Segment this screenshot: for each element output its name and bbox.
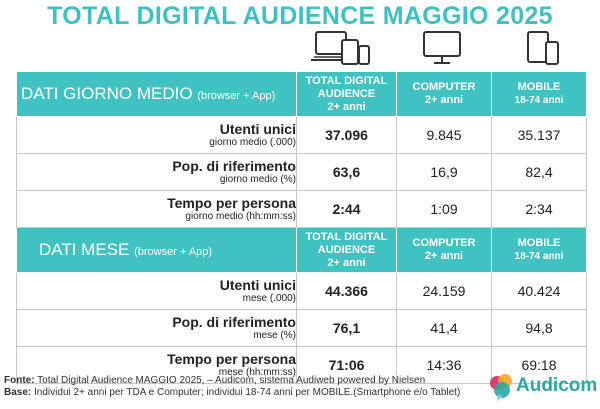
footer-notes: Fonte: Total Digital Audience MAGGIO 202… — [4, 375, 460, 399]
column-header-total: TOTAL DIGITAL AUDIENCE 2+ anni — [296, 227, 397, 273]
column-header-line: 2+ anni — [327, 256, 366, 269]
page-title: TOTAL DIGITAL AUDIENCE MAGGIO 2025 — [47, 2, 553, 30]
column-header-line: 18-74 anni — [514, 95, 564, 106]
value-cell: 16,9 — [396, 153, 492, 191]
row-label-sub: giorno medio (hh:mm:ss) — [185, 211, 296, 222]
row-label-sub: mese (%) — [253, 330, 296, 341]
table-row: Pop. di riferimento mese (%) 76,1 41,4 9… — [16, 309, 587, 347]
row-label: Utenti unici mese (.000) — [16, 272, 297, 310]
audicom-logo: Audicom — [489, 372, 599, 402]
table-row: Utenti unici mese (.000) 44.366 24.159 4… — [16, 272, 587, 310]
value-cell: 71:06 — [296, 346, 397, 384]
value-cell: 1:09 — [396, 190, 492, 228]
value-cell: 94,8 — [491, 309, 587, 347]
column-header-line: COMPUTER — [412, 237, 476, 249]
section-title: DATI GIORNO MEDIO — [21, 84, 193, 103]
row-label-main: Utenti unici — [219, 121, 296, 137]
table-row: Tempo per persona mese (hh:mm:ss) 71:06 … — [16, 346, 587, 384]
section-header-mese: DATI MESE (browser + App) TOTAL DIGITAL … — [16, 227, 587, 273]
mobile-icon — [527, 31, 559, 65]
column-header-line: 2+ anni — [424, 250, 464, 262]
table-row: Utenti unici giorno medio (.000) 37.096 … — [16, 116, 587, 154]
row-label-main: Pop. di riferimento — [172, 158, 296, 174]
section-note: (browser + App) — [134, 246, 213, 258]
section-header-giorno: DATI GIORNO MEDIO (browser + App) TOTAL … — [16, 71, 587, 117]
column-header-line: 18-74 anni — [514, 251, 564, 262]
column-header-line: MOBILE — [517, 237, 561, 249]
value-cell: 35.137 — [491, 116, 587, 154]
value-cell: 40.424 — [491, 272, 587, 310]
row-label-sub: mese (.000) — [242, 293, 296, 304]
table-row: Tempo per persona giorno medio (hh:mm:ss… — [16, 190, 587, 228]
value-cell: 82,4 — [491, 153, 587, 191]
footer-fonte-label: Fonte: — [4, 375, 35, 386]
value-cell: 44.366 — [296, 272, 397, 310]
audicom-logo-text: Audicom — [516, 375, 598, 396]
column-header-line: MOBILE — [517, 81, 561, 93]
row-label-sub: giorno medio (%) — [219, 174, 296, 185]
value-cell: 37.096 — [296, 116, 397, 154]
column-header-line: AUDIENCE — [317, 87, 376, 100]
row-label-sub: mese (hh:mm:ss) — [218, 367, 296, 378]
footer-base-text: Individui 2+ anni per TDA e Computer; in… — [34, 387, 461, 398]
computer-icon — [423, 31, 461, 64]
row-label-main: Pop. di riferimento — [172, 314, 296, 330]
row-label: Tempo per persona mese (hh:mm:ss) — [16, 346, 297, 384]
column-header-line: COMPUTER — [412, 81, 476, 93]
value-cell: 2:44 — [296, 190, 397, 228]
device-icons — [0, 30, 600, 70]
row-label: Pop. di riferimento mese (%) — [16, 309, 297, 347]
audicom-logo-icon — [490, 374, 512, 401]
value-cell: 14:36 — [396, 346, 492, 384]
column-header-line: 2+ anni — [327, 100, 366, 113]
value-cell: 76,1 — [296, 309, 397, 347]
column-header-line: TOTAL DIGITAL — [305, 74, 388, 87]
column-header-mobile: MOBILE 18-74 anni — [491, 227, 587, 273]
section-note: (browser + App) — [197, 90, 276, 102]
column-header-computer: COMPUTER 2+ anni — [396, 227, 492, 273]
section-title-cell: DATI GIORNO MEDIO (browser + App) — [16, 71, 297, 117]
column-header-line: AUDIENCE — [317, 243, 376, 256]
footer-base-label: Base: — [4, 387, 32, 398]
multi-device-icon — [311, 31, 370, 65]
section-title-cell: DATI MESE (browser + App) — [16, 227, 297, 273]
column-header-mobile: MOBILE 18-74 anni — [491, 71, 587, 117]
row-label: Utenti unici giorno medio (.000) — [16, 116, 297, 154]
footer-base: Base: Individui 2+ anni per TDA e Comput… — [4, 387, 460, 399]
section-title: DATI MESE — [39, 240, 130, 259]
column-header-line: 2+ anni — [424, 94, 464, 106]
audience-table: DATI GIORNO MEDIO (browser + App) TOTAL … — [16, 71, 587, 384]
row-label-sub: giorno medio (.000) — [209, 137, 296, 148]
column-header-line: TOTAL DIGITAL — [305, 230, 388, 243]
row-label-main: Tempo per persona — [167, 195, 296, 211]
table-row: Pop. di riferimento giorno medio (%) 63,… — [16, 153, 587, 191]
row-label-main: Tempo per persona — [167, 351, 296, 367]
footer-fonte-text: Total Digital Audience MAGGIO 2025, – Au… — [37, 375, 426, 386]
value-cell: 41,4 — [396, 309, 492, 347]
column-header-computer: COMPUTER 2+ anni — [396, 71, 492, 117]
value-cell: 63,6 — [296, 153, 397, 191]
value-cell: 2:34 — [491, 190, 587, 228]
footer-fonte: Fonte: Total Digital Audience MAGGIO 202… — [4, 375, 460, 387]
column-header-total: TOTAL DIGITAL AUDIENCE 2+ anni — [296, 71, 397, 117]
value-cell: 24.159 — [396, 272, 492, 310]
row-label: Tempo per persona giorno medio (hh:mm:ss… — [16, 190, 297, 228]
row-label: Pop. di riferimento giorno medio (%) — [16, 153, 297, 191]
value-cell: 9.845 — [396, 116, 492, 154]
row-label-main: Utenti unici — [219, 277, 296, 293]
